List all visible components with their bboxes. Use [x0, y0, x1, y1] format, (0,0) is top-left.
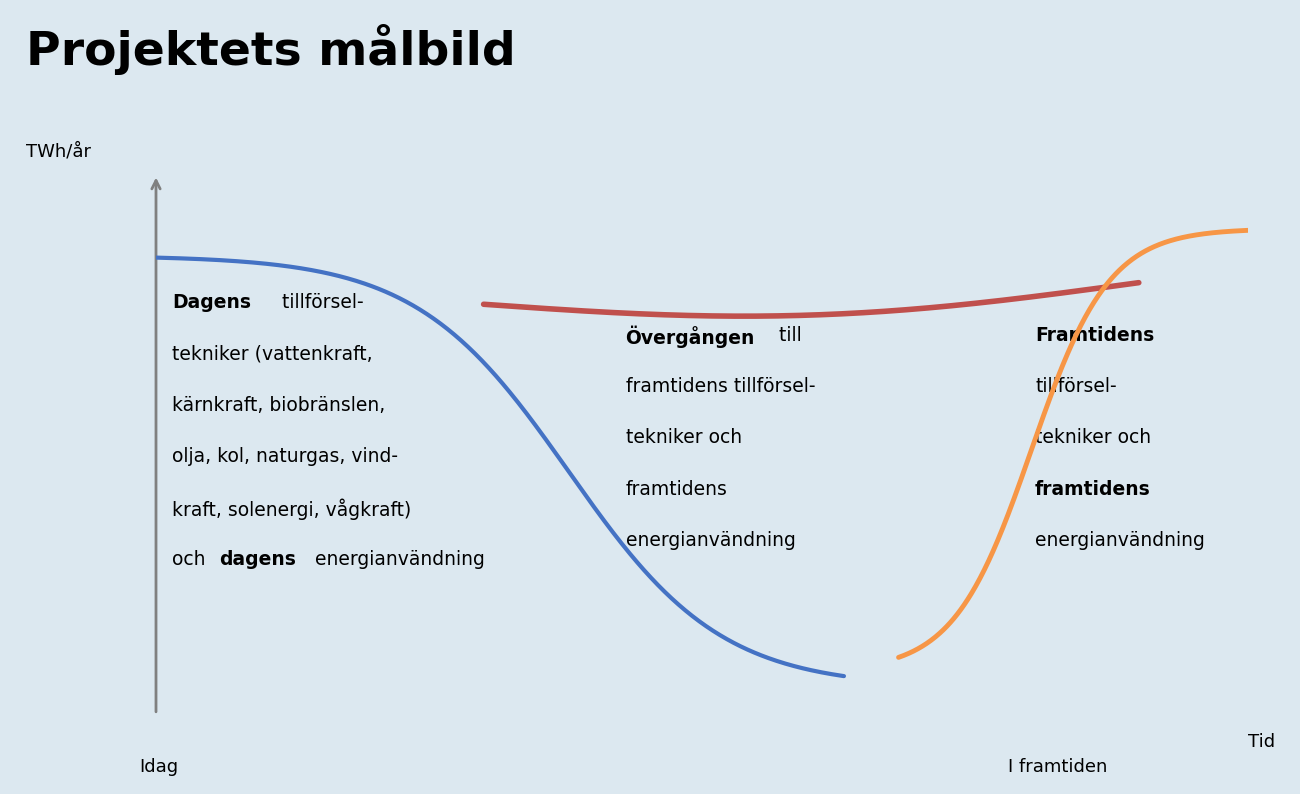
Text: energianvändning: energianvändning [1035, 531, 1205, 550]
Text: tekniker och: tekniker och [625, 429, 742, 448]
Text: Övergången: Övergången [625, 326, 755, 349]
Text: till: till [774, 326, 802, 345]
Text: energianvändning: energianvändning [625, 531, 796, 550]
Text: olja, kol, naturgas, vind-: olja, kol, naturgas, vind- [173, 447, 398, 466]
Text: Idag: Idag [139, 757, 178, 776]
Text: Tid: Tid [1248, 733, 1275, 750]
Text: kärnkraft, biobränslen,: kärnkraft, biobränslen, [173, 396, 386, 415]
Text: framtidens: framtidens [625, 480, 728, 499]
Text: Dagens: Dagens [173, 294, 251, 313]
Text: och: och [173, 550, 212, 569]
Text: kraft, solenergi, vågkraft): kraft, solenergi, vågkraft) [173, 499, 412, 520]
Text: energianvändning: energianvändning [309, 550, 485, 569]
Text: Framtidens: Framtidens [1035, 326, 1154, 345]
Text: framtidens tillförsel-: framtidens tillförsel- [625, 377, 815, 396]
Text: tekniker (vattenkraft,: tekniker (vattenkraft, [173, 345, 373, 364]
Text: TWh/år: TWh/år [26, 143, 91, 161]
Text: framtidens: framtidens [1035, 480, 1150, 499]
Text: I framtiden: I framtiden [1008, 757, 1108, 776]
Text: tillförsel-: tillförsel- [276, 294, 364, 313]
Text: dagens: dagens [220, 550, 296, 569]
Text: tillförsel-: tillförsel- [1035, 377, 1117, 396]
Text: Projektets målbild: Projektets målbild [26, 24, 516, 75]
Text: tekniker och: tekniker och [1035, 429, 1152, 448]
